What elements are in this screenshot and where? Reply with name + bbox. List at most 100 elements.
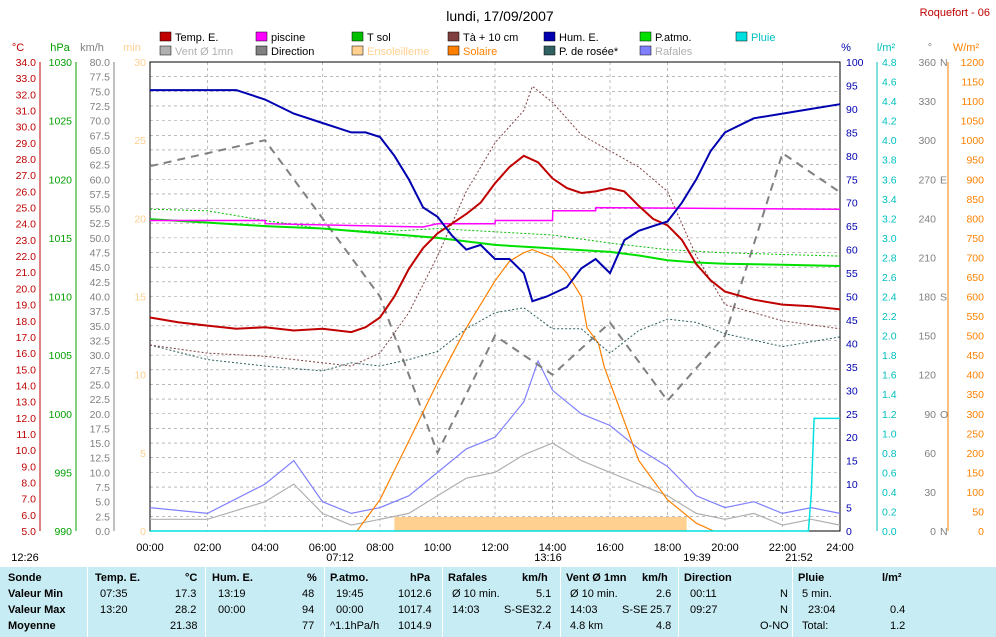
pct-tick: 0 xyxy=(846,526,852,538)
header-temp: Temp. E. xyxy=(95,572,141,584)
rafales-avg10-val: 5.1 xyxy=(536,588,552,600)
wm2-tick: 50 xyxy=(972,506,984,518)
temp-tick: 16.0 xyxy=(16,348,37,360)
pluie-total-val: 1.2 xyxy=(890,620,906,632)
wm2-tick: 550 xyxy=(966,311,984,323)
pluie-total-label: Total: xyxy=(802,620,829,632)
series-p-atmo- xyxy=(149,218,841,267)
x-tick: 00:00 xyxy=(136,542,164,554)
station-name: Roquefort - 06 xyxy=(920,7,990,19)
deg-tick: 270 xyxy=(918,174,936,186)
lm2-tick: 4.8 xyxy=(882,57,897,69)
sun-marker-time: 12:26 xyxy=(11,552,39,564)
temp-tick: 6.0 xyxy=(21,510,36,522)
series-p-de-ros-e- xyxy=(149,307,841,372)
vent-avg: 4.8 xyxy=(656,620,672,632)
weather-chart: lundi, 17/09/2007 Roquefort - 06 Temp. E. p… xyxy=(11,7,990,564)
kmh-tick: 62.5 xyxy=(90,160,111,172)
wm2-tick: 350 xyxy=(966,389,984,401)
row-label-min: Valeur Min xyxy=(8,588,64,600)
wm2-tick: 300 xyxy=(966,409,984,421)
legend-label: T sol xyxy=(367,32,391,44)
series-hum-e- xyxy=(150,89,841,303)
wm2-tick: 0 xyxy=(978,526,984,538)
row-label-max: Valeur Max xyxy=(8,604,66,616)
pluie-interval: 5 min. xyxy=(802,588,832,600)
kmh-tick: 45.0 xyxy=(90,262,111,274)
sun-marker-time: 21:52 xyxy=(785,552,813,564)
legend-label: P.atmo. xyxy=(655,32,692,44)
kmh-tick: 65.0 xyxy=(90,145,111,157)
hpa-tick: 1025 xyxy=(49,116,73,128)
wm2-tick: 500 xyxy=(966,331,984,343)
temp-tick: 21.0 xyxy=(16,267,37,279)
temp-tick: 32.0 xyxy=(16,89,37,101)
series-rafales xyxy=(149,359,841,515)
wm2-tick: 1000 xyxy=(961,135,985,147)
x-tick: 22:00 xyxy=(769,542,797,554)
min-tick: 0 xyxy=(140,526,146,538)
deg-tick: 240 xyxy=(918,213,936,225)
legend-label: Hum. E. xyxy=(559,32,599,44)
temp-tick: 14.0 xyxy=(16,380,37,392)
temp-tick: 13.0 xyxy=(16,397,37,409)
lm2-tick: 0.4 xyxy=(882,487,897,499)
rafales-avg10-label: Ø 10 min. xyxy=(452,588,500,600)
temp-tick: 8.0 xyxy=(21,477,36,489)
header-temp-unit: °C xyxy=(185,572,198,584)
temp-tick: 26.0 xyxy=(16,186,37,198)
x-tick: 16:00 xyxy=(596,542,624,554)
patmo-max-val: 1017.4 xyxy=(398,604,432,616)
temp-tick: 11.0 xyxy=(16,429,36,441)
temp-tick: 27.0 xyxy=(16,170,37,182)
kmh-tick: 72.5 xyxy=(90,101,111,113)
lm2-tick: 1.0 xyxy=(882,428,897,440)
kmh-tick: 37.5 xyxy=(90,306,111,318)
kmh-tick: 42.5 xyxy=(90,277,111,289)
legend-label: Vent Ø 1mn xyxy=(175,46,233,58)
lm2-tick: 3.0 xyxy=(882,233,897,245)
dir-label: O xyxy=(940,409,948,421)
direction-r1-val: N xyxy=(780,588,788,600)
sun-marker-time: 13:16 xyxy=(534,552,562,564)
hpa-tick: 1005 xyxy=(49,350,73,362)
hpa-tick: 1010 xyxy=(49,292,73,304)
lm2-tick: 2.4 xyxy=(882,292,897,304)
lm2-tick: 2.0 xyxy=(882,331,897,343)
lm2-tick: 3.4 xyxy=(882,194,897,206)
legend-label: Pluie xyxy=(751,32,775,44)
legend-label: Ensoleilleme xyxy=(367,46,429,58)
lm2-tick: 0.0 xyxy=(882,526,897,538)
patmo-trend: ^1.1hPa/h xyxy=(330,620,380,632)
series-pluie xyxy=(150,417,840,532)
legend-swatch xyxy=(447,45,460,56)
deg-tick: 90 xyxy=(924,409,936,421)
kmh-tick: 17.5 xyxy=(90,423,111,435)
pct-tick: 30 xyxy=(846,385,858,397)
temp-tick: 5.0 xyxy=(21,526,36,538)
wm2-tick: 600 xyxy=(966,292,984,304)
right-axis-unit: l/m² xyxy=(877,42,896,54)
hpa-tick: 990 xyxy=(54,526,72,538)
legend-swatch xyxy=(255,45,268,56)
lm2-tick: 1.4 xyxy=(882,389,897,401)
pct-tick: 40 xyxy=(846,338,858,350)
legend-swatch xyxy=(639,31,652,42)
temp-min-val: 17.3 xyxy=(175,588,197,600)
patmo-min-val: 1012.6 xyxy=(398,588,432,600)
legend-swatch xyxy=(351,31,364,42)
kmh-tick: 40.0 xyxy=(90,292,111,304)
pluie-max-time: 23:04 xyxy=(808,604,836,616)
pct-tick: 10 xyxy=(846,479,858,491)
wm2-tick: 200 xyxy=(966,448,984,460)
lm2-tick: 1.6 xyxy=(882,370,897,382)
wm2-tick: 1050 xyxy=(961,116,985,128)
right-axis-unit: % xyxy=(841,42,851,54)
temp-max-val: 28.2 xyxy=(175,604,197,616)
deg-tick: 0 xyxy=(930,526,936,538)
lm2-tick: 0.6 xyxy=(882,467,897,479)
legend-label: piscine xyxy=(271,32,305,44)
header-sonde: Sonde xyxy=(8,572,42,584)
x-tick: 06:00 xyxy=(309,542,337,554)
vent-max-time: 14:03 xyxy=(570,604,598,616)
